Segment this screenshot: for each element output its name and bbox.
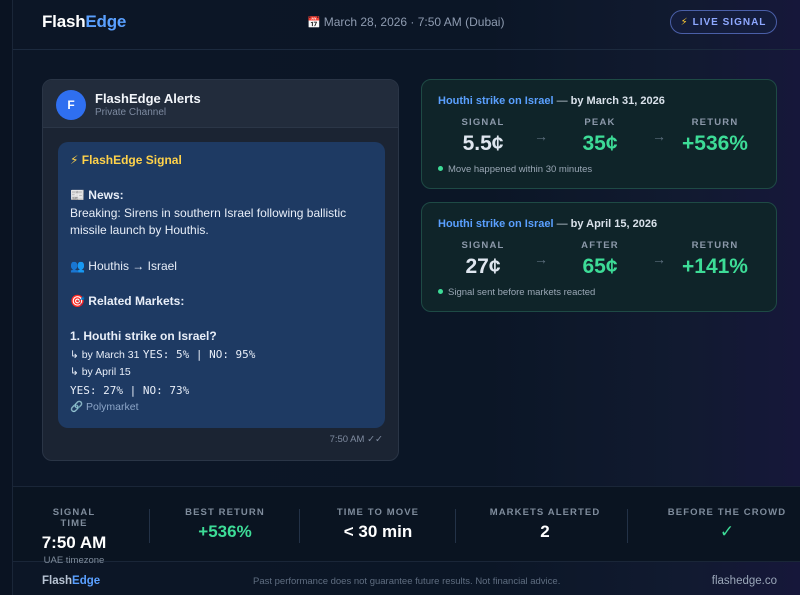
stat-value: +536% (198, 522, 252, 541)
stat-label: MARKETS ALERTED (489, 507, 601, 518)
news-line-1: Breaking: Sirens in southern Israel foll… (70, 205, 347, 220)
stat-divider (149, 509, 150, 543)
telegram-channel-panel: F FlashEdge Alerts Private Channel ⚡ Fla… (42, 79, 399, 461)
result-card-march: Houthi strike on Israel — by March 31, 2… (421, 79, 777, 189)
channel-avatar[interactable]: F (56, 90, 86, 120)
footer: FlashEdge Past performance does not guar… (13, 562, 800, 595)
after-label: AFTER (581, 240, 619, 251)
brand-logo[interactable]: FlashEdge (42, 12, 126, 32)
deadline-text: by April 15, 2026 (570, 218, 658, 230)
card-note-text: Signal sent before markets reacted (448, 287, 596, 298)
stats-bar: SIGNAL TIME 7:50 AM UAE timezone BEST RE… (13, 486, 800, 566)
signal-column: SIGNAL 27¢ (438, 240, 528, 279)
stat-markets-alerted: MARKETS ALERTED 2 (481, 507, 609, 542)
green-dot-icon (438, 288, 443, 294)
result-card-april: Houthi strike on Israel — by April 15, 2… (421, 202, 777, 312)
top-header: FlashEdge 📅 March 28, 2026 · 7:50 AM (Dub… (13, 0, 800, 50)
return-value: +141% (682, 255, 748, 278)
datetime-text: March 28, 2026 · 7:50 AM (Dubai) (323, 15, 505, 29)
card-note: Move happened within 30 minutes (438, 164, 592, 175)
channel-header[interactable]: F FlashEdge Alerts Private Channel (43, 80, 398, 128)
signal-datetime: 📅 March 28, 2026 · 7:50 AM (Dubai) (307, 15, 504, 29)
stat-signal-time: SIGNAL TIME 7:50 AM UAE timezone (41, 507, 107, 566)
signal-title: ⚡ FlashEdge Signal (70, 153, 182, 167)
stat-label: BEFORE THE CROWD (667, 507, 787, 518)
website-link[interactable]: flashedge.co (711, 575, 777, 587)
signal-price: 27¢ (465, 255, 501, 278)
stat-label: BEST RETURN (185, 507, 265, 518)
message-timestamp: 7:50 AM ✓✓ (329, 434, 383, 445)
parties-line: 👥 Houthis → Israel (70, 258, 177, 273)
stat-divider (455, 509, 456, 543)
card-note: Signal sent before markets reacted (438, 287, 595, 298)
stat-value: 7:50 AM (41, 533, 107, 552)
peak-column: PEAK 35¢ (555, 117, 645, 156)
signal-price: 5.5¢ (462, 132, 504, 155)
signal-label: SIGNAL (461, 117, 505, 128)
checkmark-icon: ✓ (719, 522, 735, 541)
disclaimer: Past performance does not guarantee futu… (253, 576, 561, 587)
stat-label: TIME TO MOVE (336, 507, 420, 518)
calendar-icon: 📅 (307, 17, 321, 29)
footer-logo[interactable]: FlashEdge (42, 575, 100, 587)
result-card-title: Houthi strike on Israel — by April 15, 2… (438, 218, 657, 230)
app-frame: FlashEdge 📅 March 28, 2026 · 7:50 AM (Dub… (12, 0, 800, 595)
peak-label: PEAK (584, 117, 616, 128)
signal-label: SIGNAL (461, 240, 505, 251)
footer-logo-edge: Edge (72, 575, 101, 587)
return-label: RETURN (691, 240, 739, 251)
stat-time-to-move: TIME TO MOVE < 30 min (321, 507, 435, 542)
stat-value: < 30 min (343, 522, 413, 541)
green-dot-icon (438, 165, 443, 171)
polymarket-link[interactable]: 🔗 Polymarket (70, 401, 139, 414)
stat-value: 2 (540, 522, 550, 541)
result-card-title: Houthi strike on Israel — by March 31, 2… (438, 95, 665, 107)
card-note-text: Move happened within 30 minutes (448, 164, 593, 175)
footer-logo-flash: Flash (42, 575, 73, 587)
channel-name: FlashEdge Alerts (95, 91, 201, 106)
news-line-2: missile launch by Houthis. (70, 223, 209, 238)
logo-flash: Flash (42, 12, 86, 31)
market-sub-april-odds: YES: 27% | NO: 73% (70, 383, 190, 397)
return-column: RETURN +141% (670, 240, 760, 279)
return-column: RETURN +536% (670, 117, 760, 156)
logo-edge: Edge (85, 12, 127, 31)
market-sub-march-label: ↳ by March 31 (70, 348, 140, 361)
channel-type: Private Channel (95, 107, 167, 118)
return-label: RETURN (691, 117, 739, 128)
signal-column: SIGNAL 5.5¢ (438, 117, 528, 156)
deadline-text: by March 31, 2026 (570, 95, 665, 107)
stat-sub: UAE timezone (43, 555, 105, 566)
market-sub-march-odds: YES: 5% | NO: 95% (142, 347, 256, 361)
alert-message-bubble: ⚡ FlashEdge Signal 📰 News: Breaking: Sir… (58, 142, 385, 428)
arrow-icon: → (652, 128, 666, 144)
after-price: 65¢ (582, 255, 618, 278)
market-title: 1. Houthi strike on Israel? (70, 328, 217, 343)
title-separator: — (553, 95, 571, 107)
peak-price: 35¢ (582, 132, 618, 155)
after-column: AFTER 65¢ (555, 240, 645, 279)
market-link[interactable]: Houthi strike on Israel (438, 95, 554, 107)
live-signal-button[interactable]: ⚡ LIVE SIGNAL (670, 10, 777, 34)
market-sub-april-label: ↳ by April 15 (70, 366, 131, 379)
arrow-icon: → (534, 251, 548, 267)
related-markets-label: 🎯 Related Markets: (70, 293, 185, 308)
arrow-icon: → (652, 251, 666, 267)
market-link[interactable]: Houthi strike on Israel (438, 218, 554, 230)
title-separator: — (553, 218, 571, 230)
market-sub-march: ↳ by March 31 YES: 5% | NO: 95% (70, 346, 373, 365)
arrow-icon: → (534, 128, 548, 144)
stat-divider (299, 509, 300, 543)
lightning-icon: ⚡ (680, 16, 688, 28)
return-value: +536% (682, 132, 748, 155)
news-label: 📰 News: (70, 188, 124, 203)
stat-divider (627, 509, 628, 543)
stat-label: SIGNAL TIME (52, 507, 96, 529)
stat-best-return: BEST RETURN +536% (173, 507, 277, 542)
stat-before-crowd: BEFORE THE CROWD ✓ (665, 507, 789, 542)
live-signal-label: LIVE SIGNAL (692, 16, 767, 28)
